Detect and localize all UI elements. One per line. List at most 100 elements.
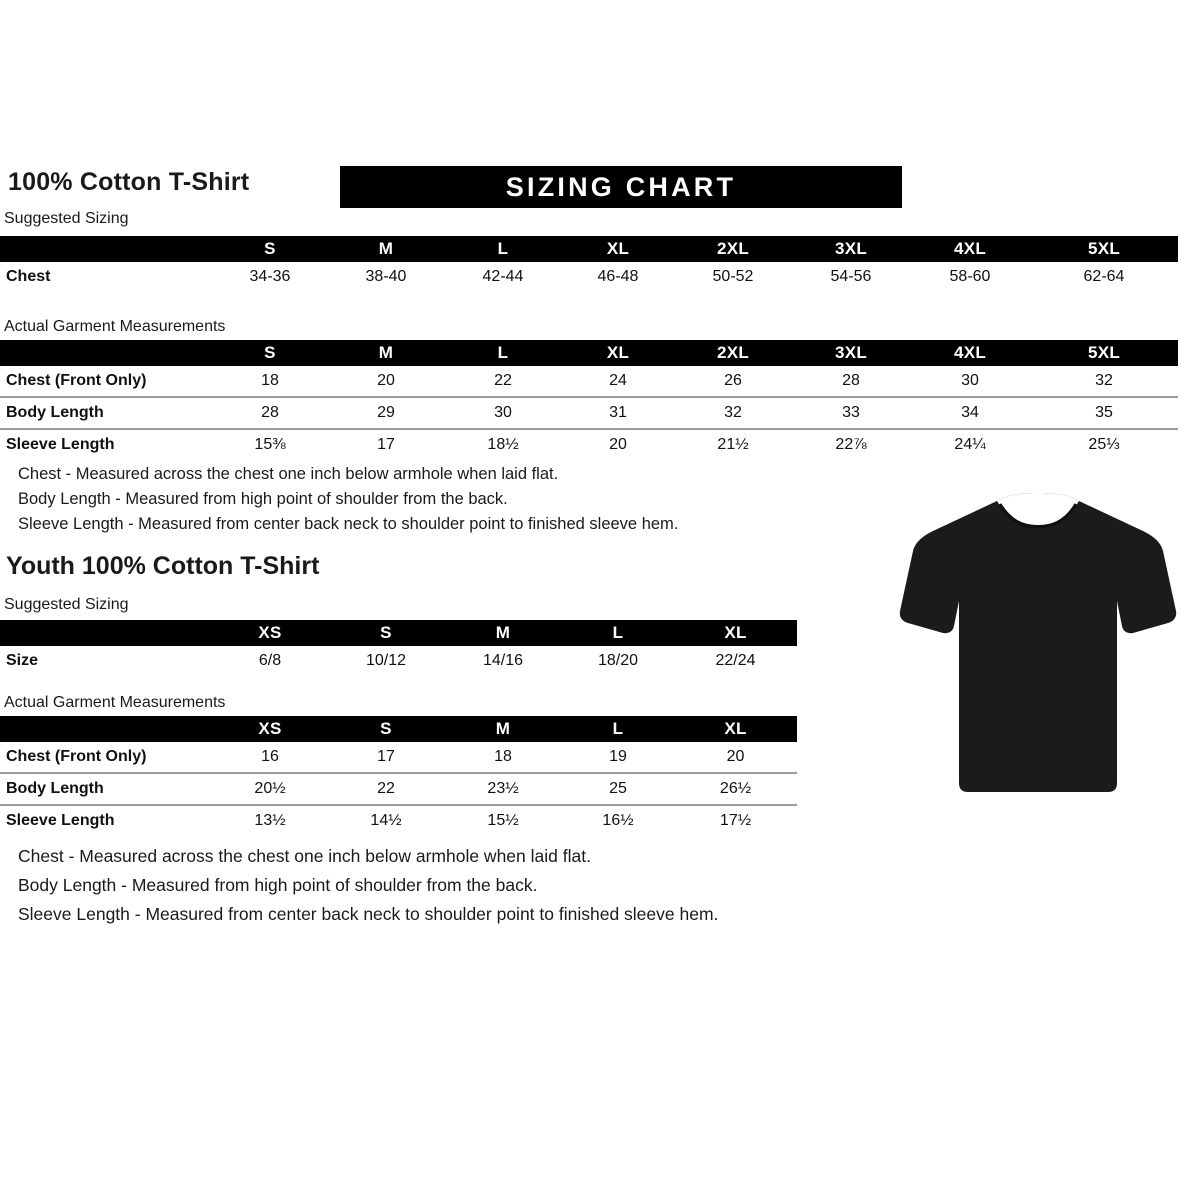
row-label: Chest (Front Only) — [0, 742, 212, 773]
row-label: Chest — [0, 262, 212, 292]
table-row: Sleeve Length 13½ 14½ 15½ 16½ 17½ — [0, 804, 797, 836]
cell: 32 — [674, 396, 792, 429]
column-header-s: S — [380, 719, 392, 738]
column-header-l: L — [497, 239, 509, 258]
table-header-row: S M L XL 2XL 3XL 4XL 5XL — [0, 236, 1178, 262]
cell: 23½ — [444, 772, 562, 805]
cell: 30 — [444, 396, 562, 429]
youth-actual-measurements-caption: Actual Garment Measurements — [4, 694, 226, 711]
cell: 6/8 — [212, 646, 328, 676]
cell: 42-44 — [444, 262, 562, 292]
column-header-m: M — [495, 623, 511, 642]
table-row: Body Length 20½ 22 23½ 25 26½ — [0, 772, 797, 805]
cell: 16½ — [562, 804, 674, 836]
row-label: Sleeve Length — [0, 804, 212, 836]
note-sleeve-length: Sleeve Length - Measured from center bac… — [18, 515, 679, 533]
column-header-l: L — [612, 719, 624, 738]
column-header-label — [0, 236, 212, 262]
cell: 26 — [674, 366, 792, 397]
table-header-row: S M L XL 2XL 3XL 4XL 5XL — [0, 340, 1178, 366]
cell: 28 — [792, 366, 910, 397]
column-header-xs: XS — [258, 623, 282, 642]
cell: 13½ — [212, 804, 328, 836]
cell: 34-36 — [212, 262, 328, 292]
table-row: Chest (Front Only) 18 20 22 24 26 28 30 … — [0, 366, 1178, 397]
cell: 15⅜ — [212, 428, 328, 460]
youth-suggested-sizing-caption: Suggested Sizing — [4, 596, 129, 613]
cell: 18 — [444, 742, 562, 773]
adult-actual-measurements-caption: Actual Garment Measurements — [4, 318, 226, 335]
cell: 17½ — [674, 804, 797, 836]
column-header-3xl: 3XL — [834, 343, 868, 362]
column-header-s: S — [264, 343, 276, 362]
note-body-length: Body Length - Measured from high point o… — [18, 875, 538, 895]
note-chest: Chest - Measured across the chest one in… — [18, 465, 559, 483]
column-header-xl: XL — [606, 239, 630, 258]
cell: 30 — [910, 366, 1030, 397]
column-header-s: S — [264, 239, 276, 258]
column-header-2xl: 2XL — [716, 343, 750, 362]
row-label: Chest (Front Only) — [0, 366, 212, 397]
row-label: Body Length — [0, 396, 212, 429]
table-header-row: XS S M L XL — [0, 620, 797, 646]
cell: 28 — [212, 396, 328, 429]
cell: 18 — [212, 366, 328, 397]
cell: 22 — [328, 772, 444, 805]
column-header-m: M — [378, 239, 394, 258]
table-row: Sleeve Length 15⅜ 17 18½ 20 21½ 22⅞ 24¼ … — [0, 428, 1178, 460]
column-header-2xl: 2XL — [716, 239, 750, 258]
black-t-shirt-image — [893, 487, 1183, 807]
column-header-5xl: 5XL — [1087, 343, 1121, 362]
column-header-label — [0, 340, 212, 366]
column-header-xl: XL — [606, 343, 630, 362]
youth-measurement-notes: Chest - Measured across the chest one in… — [18, 842, 718, 929]
cell: 15½ — [444, 804, 562, 836]
cell: 21½ — [674, 428, 792, 460]
column-header-3xl: 3XL — [834, 239, 868, 258]
note-body-length: Body Length - Measured from high point o… — [18, 490, 508, 508]
cell: 17 — [328, 742, 444, 773]
page-title: 100% Cotton T-Shirt — [8, 168, 250, 196]
cell: 32 — [1030, 366, 1178, 397]
column-header-l: L — [497, 343, 509, 362]
column-header-4xl: 4XL — [953, 343, 987, 362]
cell: 10/12 — [328, 646, 444, 676]
sizing-chart-banner: SIZING CHART — [340, 166, 902, 208]
adult-suggested-sizing-table: S M L XL 2XL 3XL 4XL 5XL Chest 34-36 38-… — [0, 236, 1178, 292]
cell: 17 — [328, 428, 444, 460]
row-label: Body Length — [0, 772, 212, 805]
cell: 20 — [328, 366, 444, 397]
cell: 24 — [562, 366, 674, 397]
adult-suggested-sizing-caption: Suggested Sizing — [4, 210, 129, 227]
table-header-row: XS S M L XL — [0, 716, 797, 742]
column-header-xl: XL — [724, 623, 747, 642]
youth-actual-measurements-table: XS S M L XL Chest (Front Only) 16 17 18 … — [0, 716, 797, 836]
row-label: Size — [0, 646, 212, 676]
cell: 50-52 — [674, 262, 792, 292]
cell: 29 — [328, 396, 444, 429]
column-header-s: S — [380, 623, 392, 642]
cell: 18½ — [444, 428, 562, 460]
cell: 22/24 — [674, 646, 797, 676]
cell: 22 — [444, 366, 562, 397]
cell: 35 — [1030, 396, 1178, 429]
cell: 25 — [562, 772, 674, 805]
adult-actual-measurements-table: S M L XL 2XL 3XL 4XL 5XL Chest (Front On… — [0, 340, 1178, 460]
note-chest: Chest - Measured across the chest one in… — [18, 846, 591, 866]
table-row: Body Length 28 29 30 31 32 33 34 35 — [0, 396, 1178, 429]
column-header-4xl: 4XL — [953, 239, 987, 258]
youth-section-title: Youth 100% Cotton T-Shirt — [6, 552, 320, 580]
youth-suggested-sizing-table: XS S M L XL Size 6/8 10/12 14/16 18/20 2… — [0, 620, 797, 676]
cell: 16 — [212, 742, 328, 773]
adult-measurement-notes: Chest - Measured across the chest one in… — [18, 462, 678, 537]
table-row: Chest (Front Only) 16 17 18 19 20 — [0, 742, 797, 773]
column-header-l: L — [612, 623, 624, 642]
cell: 62-64 — [1030, 262, 1178, 292]
cell: 46-48 — [562, 262, 674, 292]
column-header-5xl: 5XL — [1087, 239, 1121, 258]
cell: 26½ — [674, 772, 797, 805]
cell: 54-56 — [792, 262, 910, 292]
cell: 22⅞ — [792, 428, 910, 460]
table-row: Size 6/8 10/12 14/16 18/20 22/24 — [0, 646, 797, 676]
